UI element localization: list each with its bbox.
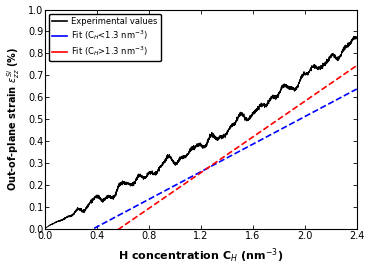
Y-axis label: Out-of-plane strain $\varepsilon_{zz}^{Si}$ (%): Out-of-plane strain $\varepsilon_{zz}^{S… <box>6 47 22 191</box>
X-axis label: H concentration C$_H$ (nm$^{-3}$): H concentration C$_H$ (nm$^{-3}$) <box>118 247 283 265</box>
Legend: Experimental values, Fit (C$_H$<1.3 nm$^{-3}$), Fit (C$_H$>1.3 nm$^{-3}$): Experimental values, Fit (C$_H$<1.3 nm$^… <box>49 14 161 61</box>
